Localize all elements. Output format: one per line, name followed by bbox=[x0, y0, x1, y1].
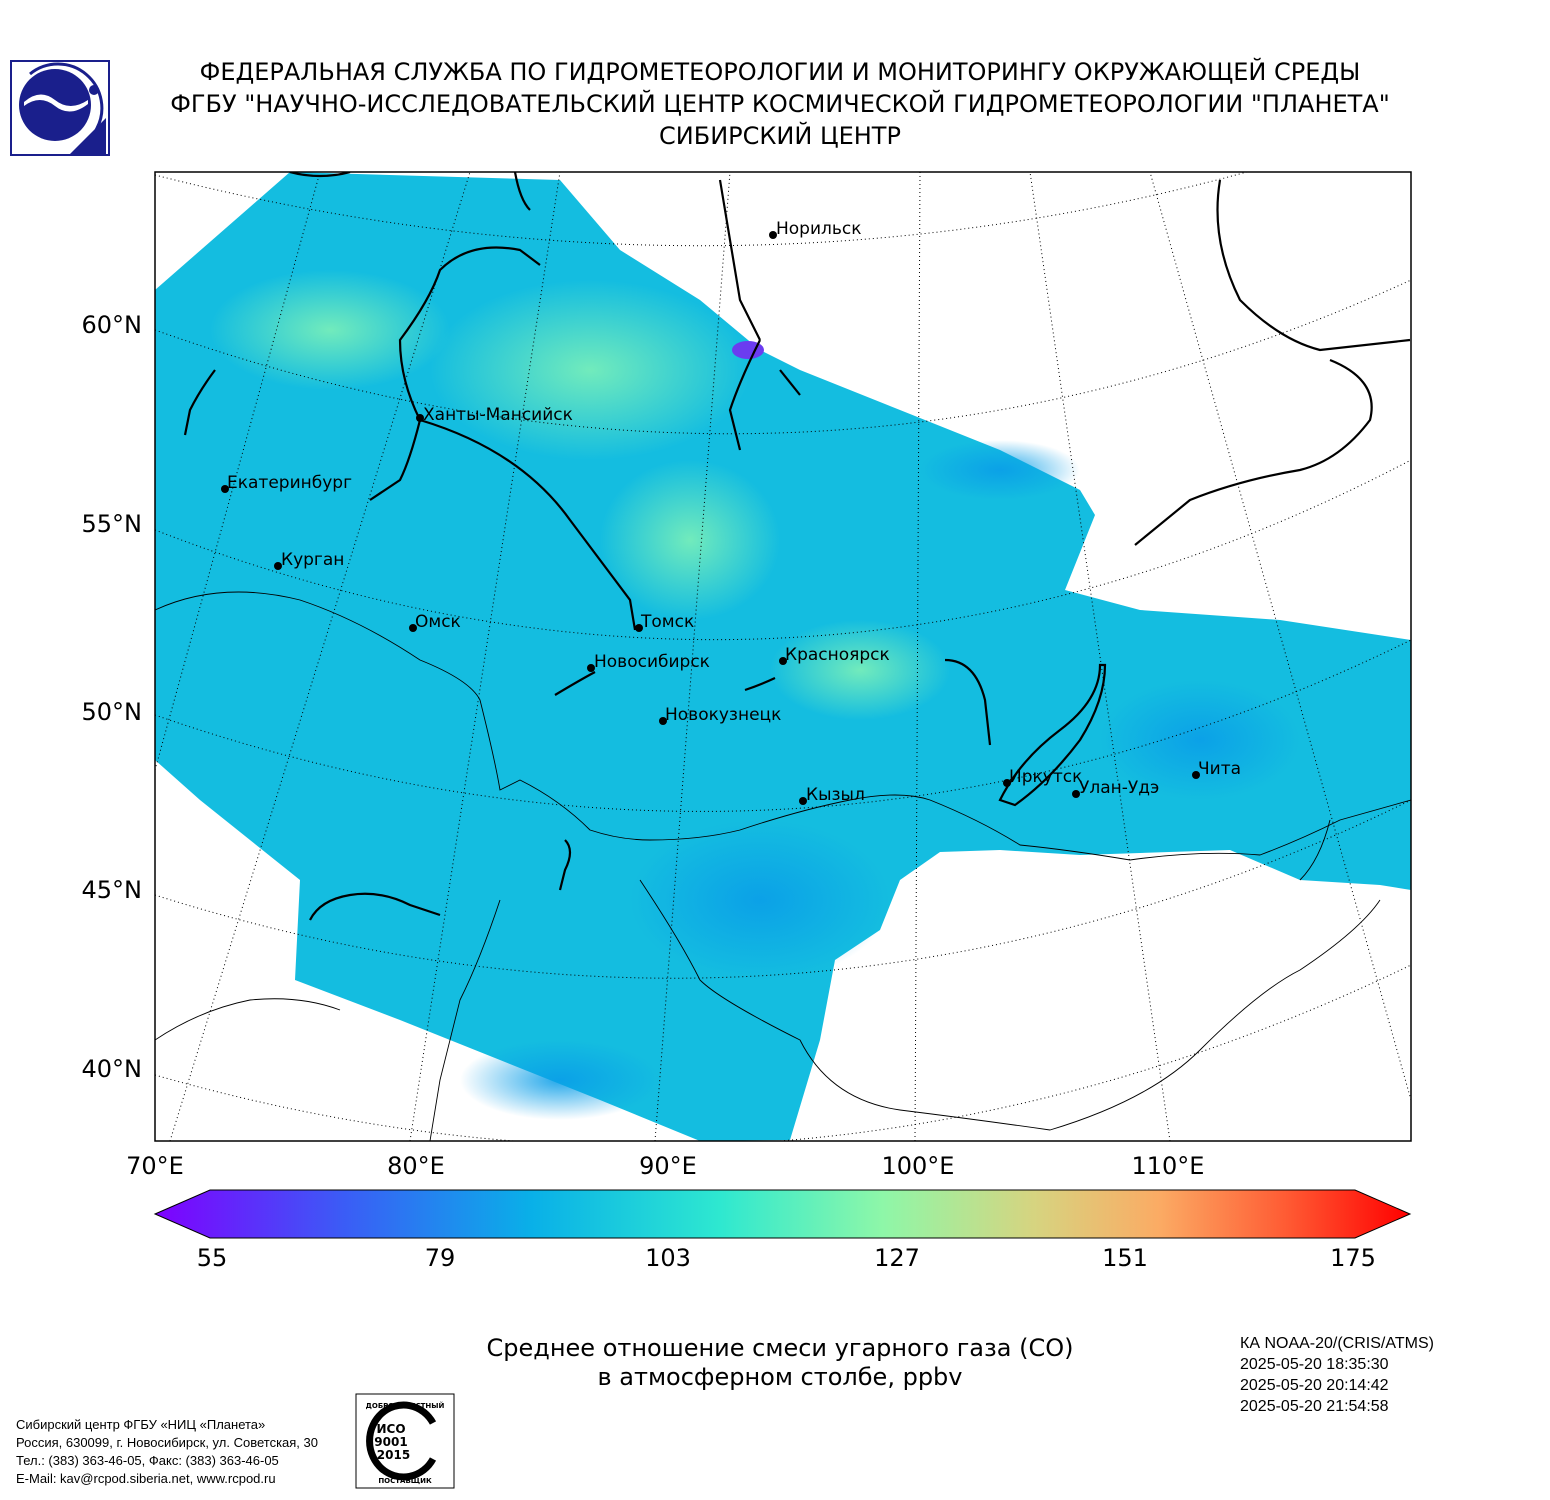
iso-9001-badge: ДОБРОСОВЕСТНЫЙ ИСО 9001 -2015 ПОСТАВЩИК bbox=[355, 1393, 455, 1489]
colorbar-tick: 103 bbox=[645, 1244, 691, 1272]
lat-label-45: 45°N bbox=[82, 876, 143, 904]
co-low-region bbox=[1100, 680, 1300, 800]
lon-label-80: 80°E bbox=[387, 1152, 445, 1180]
rivers bbox=[183, 172, 1411, 921]
city-marker bbox=[416, 414, 424, 422]
city-marker bbox=[799, 797, 807, 805]
city-label-krasnoyarsk: Красноярск bbox=[785, 645, 890, 665]
lat-label-60: 60°N bbox=[82, 311, 143, 339]
colorbar-tick: 55 bbox=[196, 1244, 228, 1272]
city-marker bbox=[1072, 790, 1080, 798]
co-map: 60°N 55°N 50°N 45°N 40°N 70°E 80°E 90°E … bbox=[82, 171, 1412, 1180]
co-low-region bbox=[630, 820, 890, 980]
iso-number: 9001 bbox=[374, 1435, 407, 1449]
iso-year: -2015 bbox=[372, 1448, 410, 1462]
colorbar-tick: 127 bbox=[874, 1244, 920, 1272]
planeta-logo bbox=[10, 60, 110, 156]
pass-time: 2025-05-20 21:54:58 bbox=[1240, 1398, 1389, 1415]
lon-label-70: 70°E bbox=[126, 1152, 184, 1180]
header-line-2: ФГБУ "НАУЧНО-ИССЛЕДОВАТЕЛЬСКИЙ ЦЕНТР КОС… bbox=[170, 90, 1390, 118]
city-label-khanty-mansiysk: Ханты-Мансийск bbox=[423, 405, 573, 425]
city-label-norilsk: Норильск bbox=[776, 219, 862, 239]
city-label-irkutsk: Иркутск bbox=[1009, 767, 1082, 787]
city-marker bbox=[1192, 771, 1200, 779]
city-marker bbox=[274, 562, 282, 570]
co-low-region bbox=[460, 1040, 660, 1120]
city-marker bbox=[769, 231, 777, 239]
lon-label-110: 110°E bbox=[1132, 1152, 1205, 1180]
colorbar-tick: 151 bbox=[1102, 1244, 1148, 1272]
co-high-region bbox=[770, 620, 950, 720]
co-high-region bbox=[210, 270, 450, 390]
colorbar-tick: 175 bbox=[1330, 1244, 1376, 1272]
caption-line-2: в атмосферном столбе, ppbv bbox=[597, 1363, 963, 1391]
city-label-novosibirsk: Новосибирск bbox=[594, 652, 710, 672]
city-marker bbox=[635, 624, 643, 632]
city-marker bbox=[779, 657, 787, 665]
city-label-omsk: Омск bbox=[415, 612, 461, 632]
colorbar-tick: 79 bbox=[424, 1244, 456, 1272]
city-label-kyzyl: Кызыл bbox=[806, 785, 865, 805]
org-address: Россия, 630099, г. Новосибирск, ул. Сове… bbox=[16, 1435, 318, 1450]
lon-label-90: 90°E bbox=[639, 1152, 697, 1180]
pass-time: 2025-05-20 18:35:30 bbox=[1240, 1356, 1389, 1373]
city-label-ekaterinburg: Екатеринбург bbox=[227, 473, 352, 493]
header-line-1: ФЕДЕРАЛЬНАЯ СЛУЖБА ПО ГИДРОМЕТЕОРОЛОГИИ … bbox=[199, 58, 1361, 86]
colorbar bbox=[153, 1189, 1412, 1239]
city-marker bbox=[221, 485, 229, 493]
co-min-spot bbox=[732, 341, 764, 359]
map-frame bbox=[154, 171, 1412, 1142]
city-marker bbox=[659, 717, 667, 725]
city-marker bbox=[587, 664, 595, 672]
lat-label-40: 40°N bbox=[82, 1055, 143, 1083]
caption-line-1: Среднее отношение смеси угарного газа (C… bbox=[486, 1334, 1074, 1362]
satellite-name: КА NOAA-20/(CRIS/ATMS) bbox=[1240, 1335, 1434, 1352]
borders bbox=[155, 591, 1411, 1141]
city-marker bbox=[1003, 779, 1011, 787]
lat-label-50: 50°N bbox=[82, 698, 143, 726]
city-label-tomsk: Томск bbox=[640, 612, 694, 632]
header-line-3: СИБИРСКИЙ ЦЕНТР bbox=[659, 122, 901, 150]
pass-time: 2025-05-20 20:14:42 bbox=[1240, 1377, 1389, 1394]
city-label-kurgan: Курган bbox=[281, 550, 344, 570]
graticule bbox=[155, 172, 1411, 1141]
org-phone: Тел.: (383) 363-46-05, Факс: (383) 363-4… bbox=[16, 1453, 279, 1468]
co-low-region bbox=[920, 440, 1080, 500]
city-label-chita: Чита bbox=[1198, 759, 1241, 779]
city-marker bbox=[409, 624, 417, 632]
co-high-region bbox=[600, 460, 780, 620]
city-label-ulan-ude: Улан-Удэ bbox=[1079, 778, 1159, 798]
iso-text: ИСО bbox=[376, 1422, 405, 1436]
iso-bottom-text: ПОСТАВЩИК bbox=[378, 1477, 432, 1485]
org-name: Сибирский центр ФГБУ «НИЦ «Планета» bbox=[16, 1417, 266, 1432]
lat-label-55: 55°N bbox=[82, 510, 143, 538]
lon-label-100: 100°E bbox=[882, 1152, 955, 1180]
co-high-region bbox=[430, 280, 750, 460]
org-contacts: E-Mail: kav@rcpod.siberia.net, www.rcpod… bbox=[16, 1471, 276, 1486]
iso-top-text: ДОБРОСОВЕСТНЫЙ bbox=[366, 1401, 445, 1410]
city-label-novokuznetsk: Новокузнецк bbox=[665, 705, 781, 725]
